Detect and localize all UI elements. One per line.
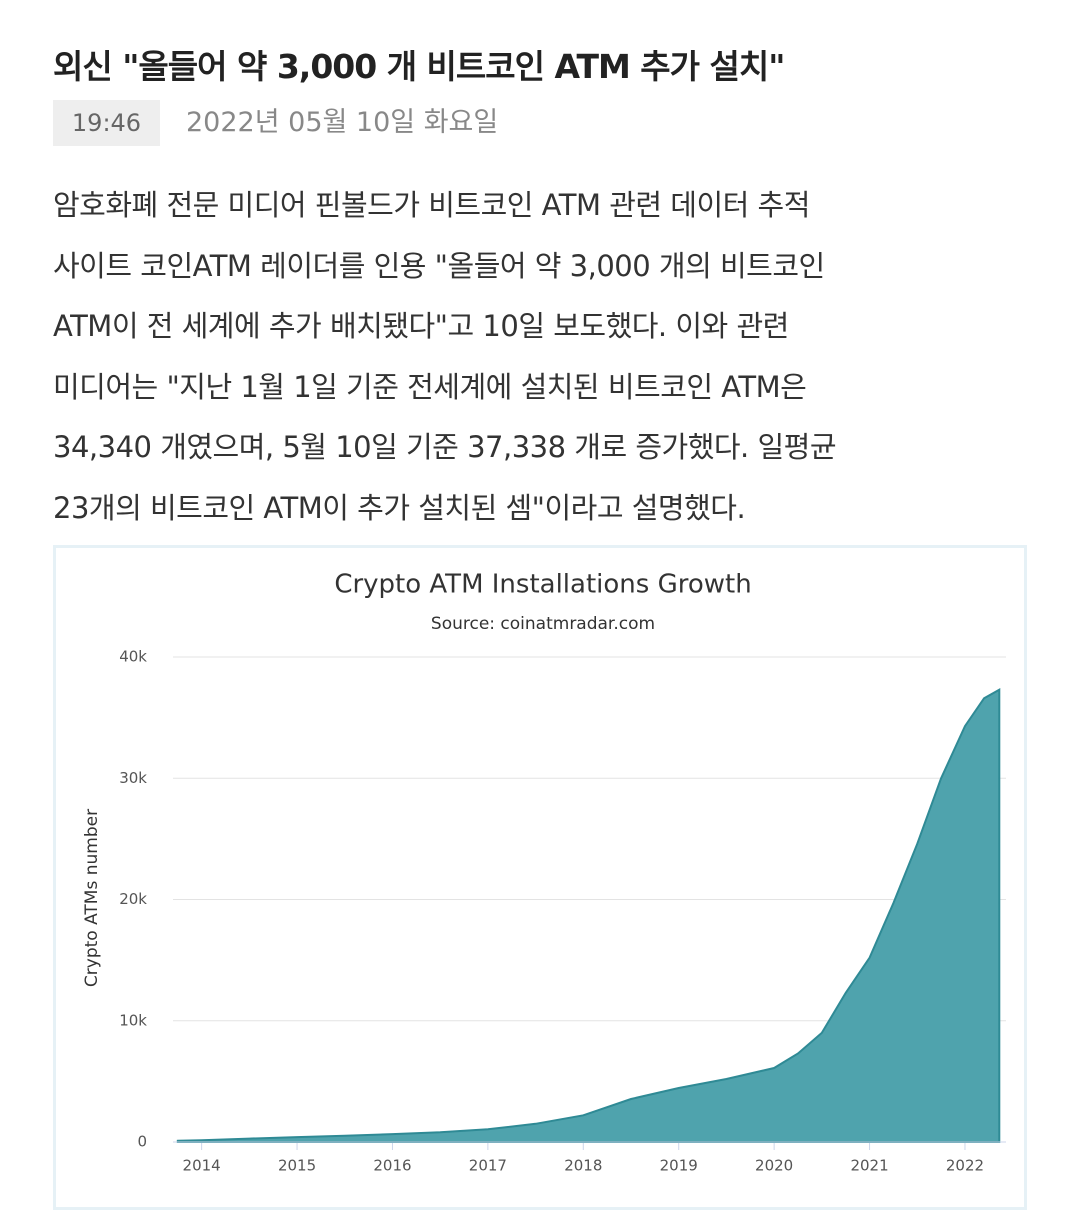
chart-title: Crypto ATM Installations Growth	[334, 570, 751, 600]
headline: 외신 "올들어 약 3,000 개 비트코인 ATM 추가 설치"	[53, 47, 785, 86]
text-line: 34,340 개였으며, 5월 10일 기준 37,338 개로 증가했다. 일…	[53, 430, 837, 464]
text-line: 암호화폐 전문 미디어 핀볼드가 비트코인 ATM 관련 데이터 추적	[53, 188, 810, 222]
y-tick-label: 40k	[119, 648, 147, 666]
y-tick-label: 20k	[119, 890, 147, 908]
chart-subtitle: Source: coinatmradar.com	[431, 614, 655, 634]
y-axis-label: Crypto ATMs number	[82, 809, 102, 987]
y-tick-label: 30k	[119, 769, 147, 787]
date: 2022년 05월 10일 화요일	[186, 107, 499, 138]
chart: Crypto ATM Installations Growth Source: …	[53, 545, 1027, 1210]
x-tick-label: 2016	[373, 1157, 411, 1175]
x-tick-label: 2019	[660, 1157, 698, 1175]
x-tick-label: 2021	[850, 1157, 888, 1175]
text-line: 사이트 코인ATM 레이더를 인용 "올들어 약 3,000 개의 비트코인	[53, 248, 825, 283]
y-tick-label: 10k	[119, 1011, 147, 1029]
x-tick-label: 2022	[946, 1157, 984, 1175]
x-tick-label: 2020	[755, 1157, 793, 1175]
area	[176, 687, 1001, 1143]
x-tick-label: 2018	[564, 1157, 602, 1175]
x-tick-label: 2015	[278, 1157, 316, 1175]
text-line: 미디어는 "지난 1월 1일 기준 전세계에 설치된 비트코인 ATM은	[53, 369, 807, 404]
text-line: ATM이 전 세계에 추가 배치됐다"고 10일 보도했다. 이와 관련	[53, 309, 789, 343]
text-line: 23개의 비트코인 ATM이 추가 설치된 셈"이라고 설명했다.	[53, 490, 746, 525]
x-tick-label: 2014	[183, 1157, 221, 1175]
article-body: 암호화폐 전문 미디어 핀볼드가 비트코인 ATM 관련 데이터 추적 사이트 …	[53, 175, 837, 538]
time: 19:46	[53, 100, 160, 146]
y-tick-label: 0	[137, 1133, 147, 1151]
x-tick-label: 2017	[469, 1157, 507, 1175]
